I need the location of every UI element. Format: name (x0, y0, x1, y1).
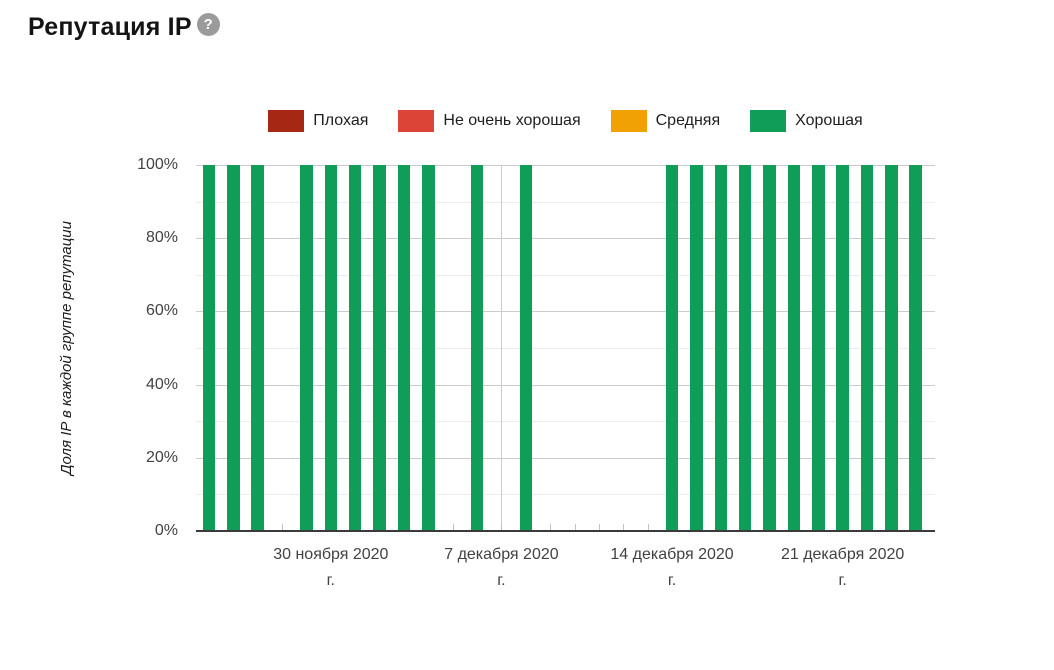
bar-good-2020-12-06[interactable] (470, 165, 484, 530)
legend-item-medium: Средняя (610, 110, 721, 132)
legend-label-bad: Плохая (313, 112, 369, 129)
bar-good-2020-11-30[interactable] (324, 165, 338, 530)
bar-good-2020-11-25[interactable] (202, 165, 216, 530)
legend-swatch-not-very-good (398, 110, 435, 132)
x-tick-year-suffix: г. (326, 572, 335, 589)
gridline-major-20 (196, 457, 935, 459)
y-axis-title: Доля IP в каждой группе репутации (58, 221, 75, 476)
gridline-major-100 (196, 165, 935, 166)
legend-swatch-good (750, 110, 787, 132)
legend-label-medium: Средняя (655, 112, 721, 129)
bar-good-2020-12-18[interactable] (763, 165, 776, 530)
y-tick-label-100: 100% (137, 156, 178, 173)
bar-good-2020-12-24[interactable] (909, 165, 922, 530)
legend-item-not-very-good: Не очень хорошая (398, 110, 581, 132)
bar-good-2020-12-02[interactable] (373, 165, 386, 530)
legend-label-good: Хорошая (795, 112, 863, 129)
bar-good-2020-11-27[interactable] (251, 165, 264, 530)
bar-good-2020-12-15[interactable] (690, 165, 703, 530)
gridline-minor-70 (196, 274, 935, 276)
x-tick-date: 7 декабря 2020 (444, 546, 559, 563)
legend-swatch-bad (268, 110, 305, 132)
day-tick-2020-12-12 (623, 524, 625, 530)
day-tick-2020-12-10 (574, 524, 576, 530)
bar-good-2020-12-21[interactable] (836, 165, 849, 530)
gridline-minor-50 (196, 348, 935, 349)
bar-good-2020-12-16[interactable] (714, 165, 728, 530)
bar-good-2020-12-19[interactable] (787, 165, 801, 530)
day-tick-2020-12-11 (598, 524, 600, 530)
day-tick-2020-12-05 (452, 524, 454, 530)
legend-item-good: Хорошая (750, 110, 863, 132)
x-tick-date: 21 декабря 2020 (780, 546, 905, 563)
bar-good-2020-12-04[interactable] (422, 165, 435, 530)
chart-legend: Плохая Не очень хорошая Средняя Хорошая (196, 108, 935, 134)
legend-item-bad: Плохая (268, 110, 368, 132)
bar-good-2020-12-08[interactable] (519, 165, 533, 530)
x-tick-label-2020-12-14: 14 декабря 2020 г. (587, 542, 757, 594)
bar-good-2020-12-17[interactable] (738, 165, 752, 530)
y-tick-label-40: 40% (145, 375, 178, 393)
gridline-major-60 (196, 311, 935, 313)
x-tick-year-suffix: г. (497, 572, 506, 589)
bar-good-2020-11-29[interactable] (300, 165, 313, 530)
gridline-minor-30 (196, 421, 935, 423)
week-gridline-2020-12-07 (501, 165, 503, 530)
legend-swatch-medium (610, 110, 647, 132)
y-tick-label-20: 20% (145, 448, 178, 466)
x-tick-date: 14 декабря 2020 (610, 546, 734, 563)
day-tick-2020-12-13 (647, 524, 649, 530)
day-tick-2020-12-09 (550, 524, 552, 530)
y-tick-label-80: 80% (145, 229, 178, 247)
x-tick-label-2020-11-30: 30 ноября 2020 г. (246, 542, 416, 594)
gridline-major-40 (196, 384, 935, 386)
x-tick-label-2020-12-07: 7 декабря 2020 г. (416, 542, 586, 594)
x-tick-date: 30 ноября 2020 (273, 546, 389, 563)
gridline-minor-90 (196, 201, 935, 203)
legend-label-not-very-good: Не очень хорошая (443, 112, 581, 129)
bar-good-2020-12-03[interactable] (397, 165, 411, 530)
x-tick-year-suffix: г. (838, 572, 847, 589)
gridline-major-80 (196, 238, 935, 240)
x-axis-line (196, 530, 935, 532)
page-title: Репутация IP (28, 13, 192, 41)
help-icon[interactable]: ? (196, 13, 220, 36)
bar-good-2020-11-26[interactable] (227, 165, 240, 530)
day-tick-2020-11-28 (282, 524, 284, 530)
y-tick-label-0: 0% (154, 522, 178, 539)
x-tick-year-suffix: г. (667, 572, 677, 589)
bar-good-2020-12-23[interactable] (885, 165, 898, 530)
bar-good-2020-12-20[interactable] (812, 165, 825, 530)
y-tick-label-60: 60% (145, 302, 178, 320)
plot-area (196, 165, 935, 532)
bar-good-2020-12-14[interactable] (665, 165, 679, 530)
x-tick-label-2020-12-21: 21 декабря 2020 г. (758, 542, 928, 594)
page-header: Репутация IP ? (28, 12, 220, 42)
day-tick-2020-12-07 (501, 524, 503, 530)
question-mark-glyph: ? (203, 16, 213, 33)
gridline-minor-10 (196, 494, 935, 496)
bar-good-2020-12-22[interactable] (860, 165, 874, 530)
bar-good-2020-12-01[interactable] (348, 165, 362, 530)
